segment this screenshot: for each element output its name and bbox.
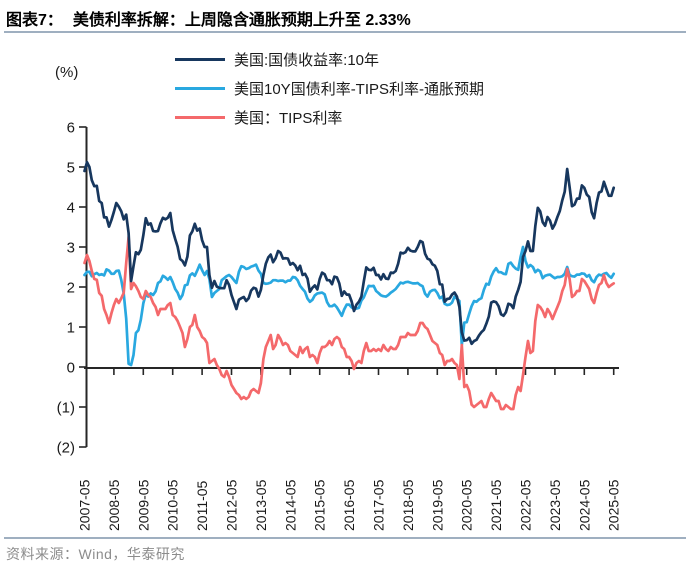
legend-item-breakeven: 美国10Y国债利率-TIPS利率-通胀预期 <box>175 74 484 103</box>
legend-label-10y-yield: 美国:国债收益率:10年 <box>234 52 380 69</box>
x-tick-label: 2013-05 <box>253 479 269 531</box>
x-tick-label: 2022-05 <box>518 479 534 531</box>
legend-label-tips: 美国：TIPS利率 <box>234 110 343 127</box>
footer-rule <box>4 537 686 539</box>
chart-legend: 美国:国债收益率:10年 美国10Y国债利率-TIPS利率-通胀预期 美国：TI… <box>175 45 484 132</box>
source-note: 资料来源：Wind，华泰研究 <box>6 546 185 562</box>
legend-line-skyblue <box>175 87 225 90</box>
x-tick-label: 2016-05 <box>341 479 357 531</box>
figure-label: 图表7： <box>6 12 63 29</box>
y-tick-label: 2 <box>67 280 75 297</box>
y-tick-label: 0 <box>67 360 75 377</box>
x-tick-label: 2007-05 <box>77 479 93 531</box>
x-tick-label: 2020-05 <box>459 479 475 531</box>
legend-label-breakeven: 美国10Y国债利率-TIPS利率-通胀预期 <box>234 81 485 98</box>
y-tick-label: (1) <box>57 400 75 417</box>
x-tick-label: 2014-05 <box>282 479 298 531</box>
x-tick-label: 2012-05 <box>224 479 240 531</box>
page-title: 美债利率拆解：上周隐含通胀预期上升至 2.33% <box>72 12 411 29</box>
header-rule <box>4 31 686 33</box>
x-tick-label: 2011-05 <box>194 480 210 531</box>
y-tick-label: (2) <box>57 440 75 457</box>
legend-line-navy <box>175 58 225 61</box>
series-line-breakeven <box>83 245 616 367</box>
legend-item-tips: 美国：TIPS利率 <box>175 103 484 132</box>
y-tick-label: 5 <box>67 160 75 177</box>
x-tick-label: 2021-05 <box>488 479 504 531</box>
x-tick-label: 2025-05 <box>606 479 622 531</box>
legend-line-red <box>175 116 225 119</box>
series-line-tips-yield <box>83 235 616 411</box>
x-tick-label: 2010-05 <box>165 479 181 531</box>
y-tick-label: 6 <box>67 120 75 137</box>
x-tick-label: 2015-05 <box>312 479 328 531</box>
y-tick-label: 3 <box>67 240 75 257</box>
y-tick-label: 1 <box>67 320 75 337</box>
series-line-us10y-yield <box>83 160 616 346</box>
x-tick-label: 2008-05 <box>106 479 122 531</box>
x-tick-label: 2009-05 <box>135 479 151 531</box>
figure-title: 图表7： 美债利率拆解：上周隐含通胀预期上升至 2.33% <box>6 6 686 30</box>
x-tick-label: 2017-05 <box>371 479 387 531</box>
y-tick-label: 4 <box>67 200 75 217</box>
legend-item-10y-yield: 美国:国债收益率:10年 <box>175 45 484 74</box>
y-axis-unit-label: (%) <box>55 64 79 81</box>
x-tick-label: 2023-05 <box>547 479 563 531</box>
x-tick-label: 2018-05 <box>400 479 416 531</box>
x-tick-label: 2024-05 <box>576 479 592 531</box>
x-tick-label: 2019-05 <box>429 479 445 531</box>
